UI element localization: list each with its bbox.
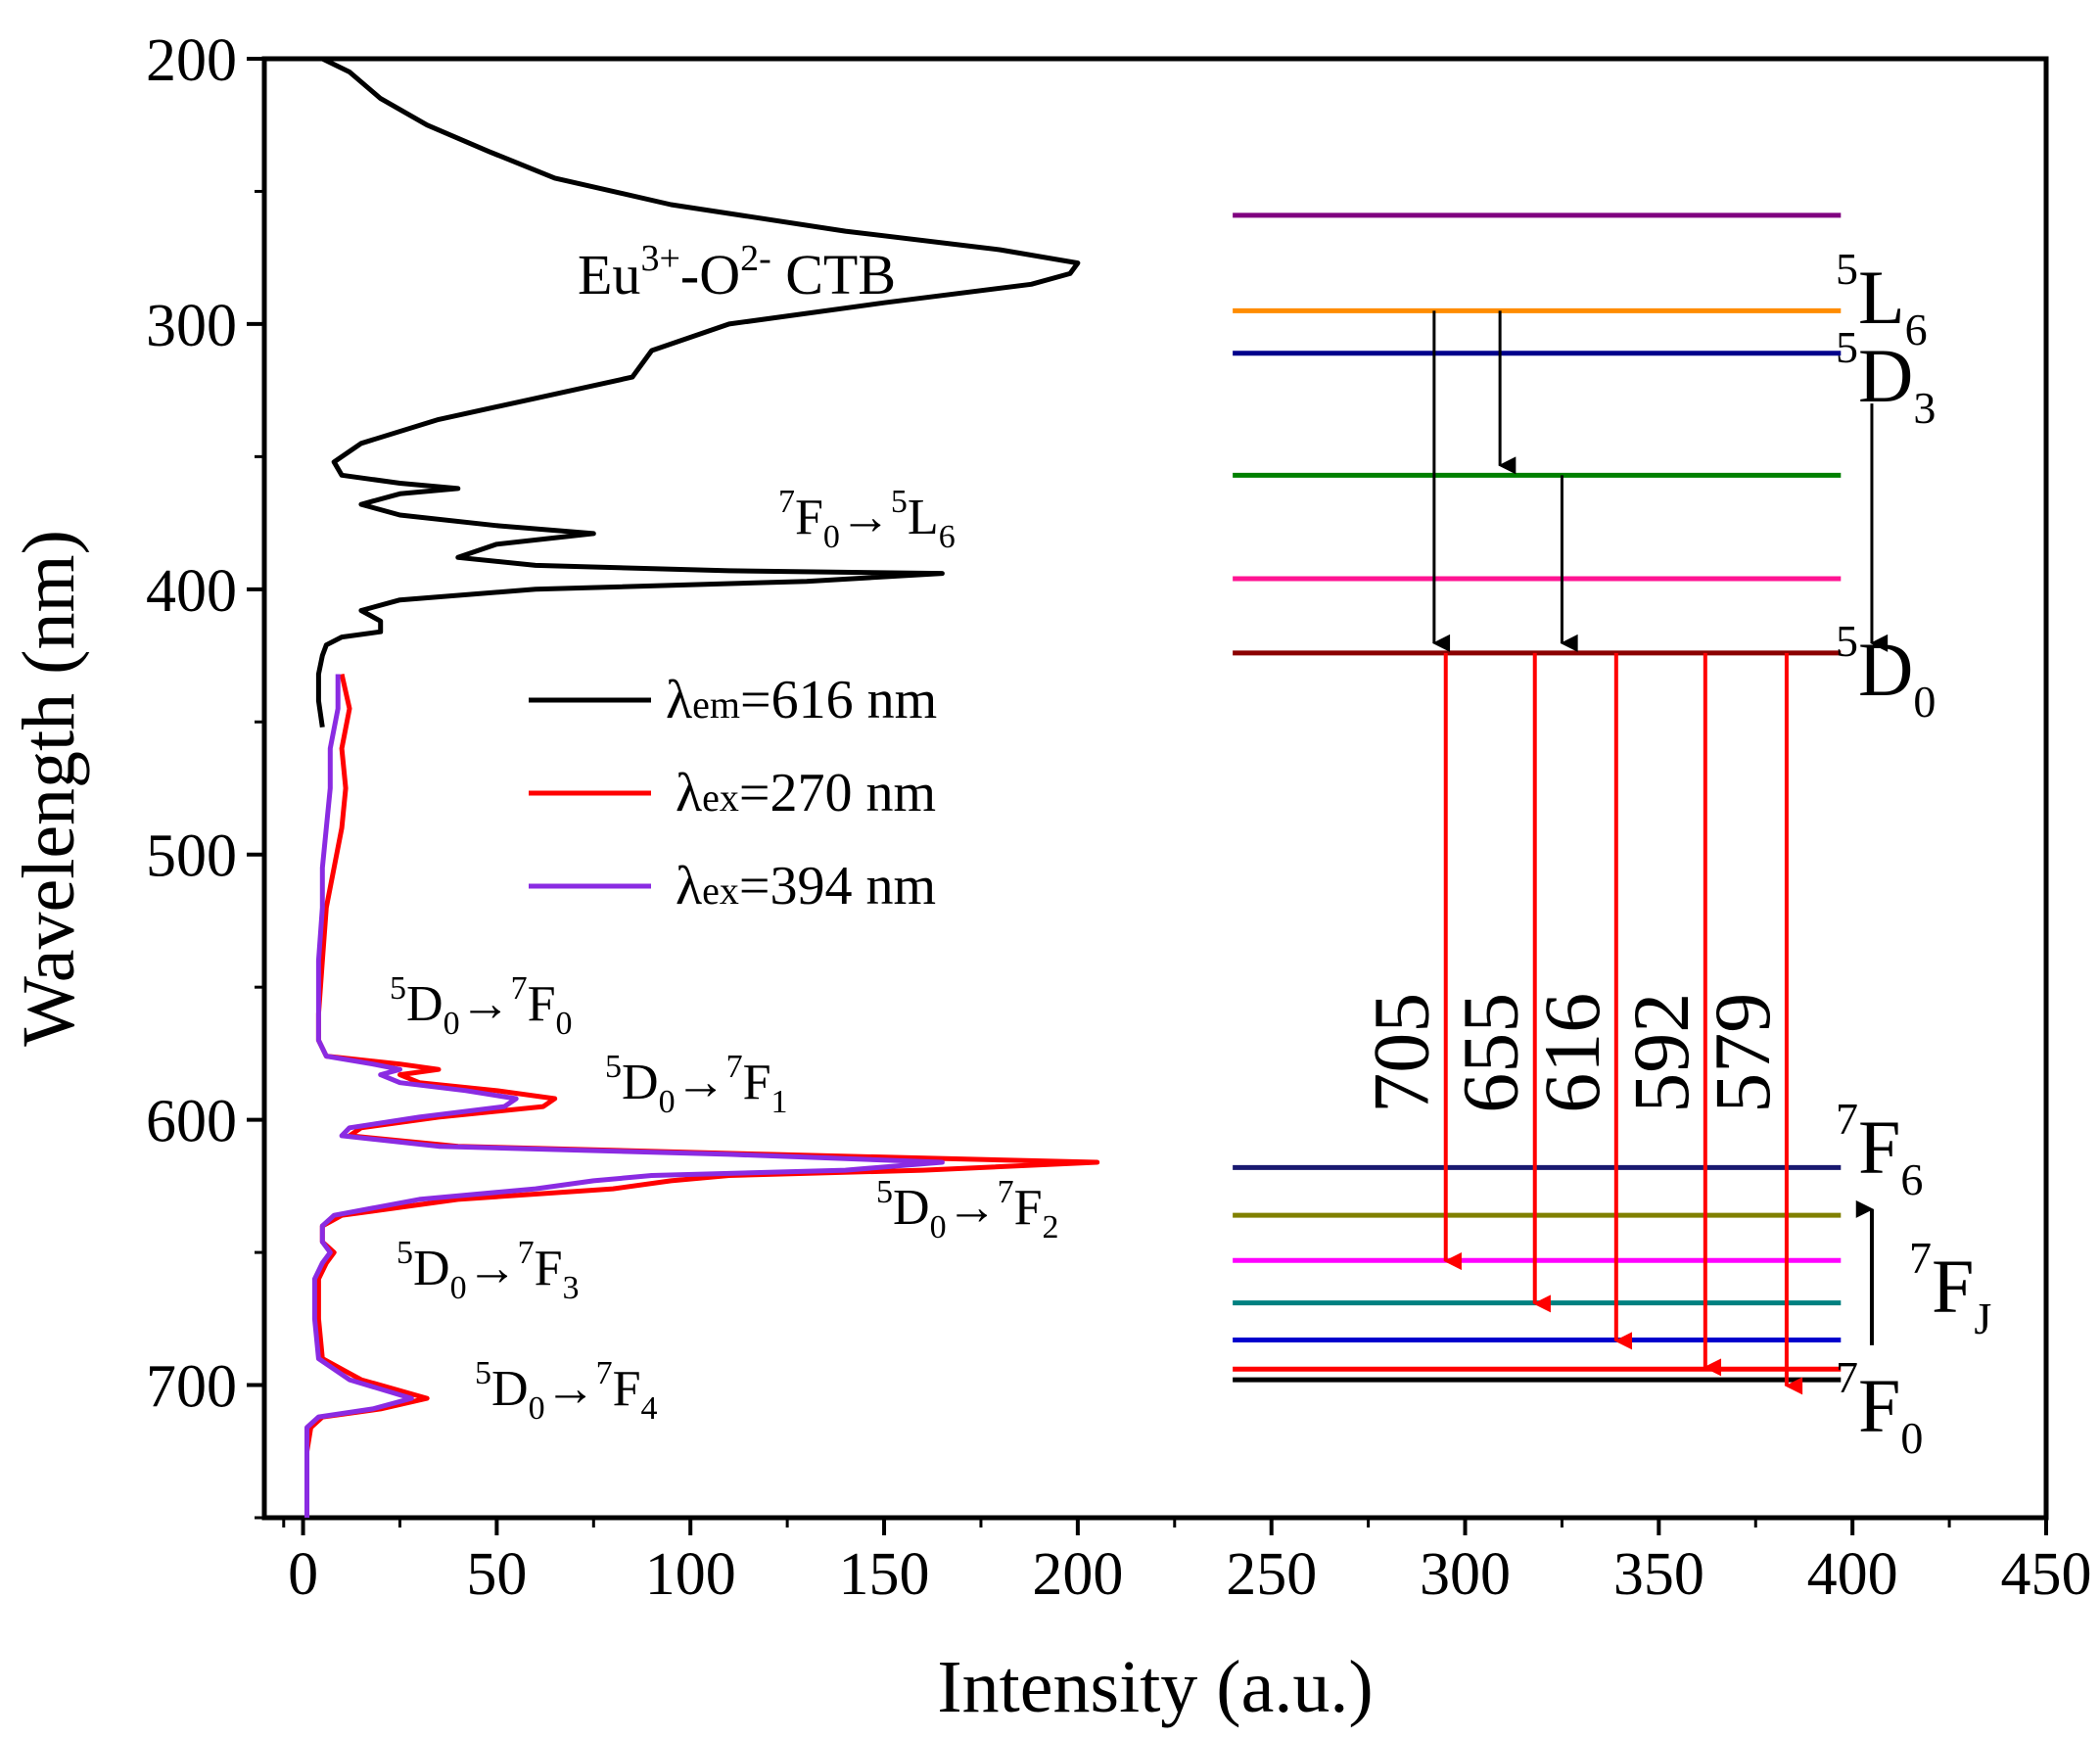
legend: λem=616 nm λex=270 nm λex=394 nm xyxy=(529,670,937,916)
f0-l6-annotation: 7F0→5L6 xyxy=(778,484,956,555)
legend-label-ex394: λex=394 nm xyxy=(676,856,936,916)
emission-label-655: 655 xyxy=(1446,993,1535,1113)
plot-frame xyxy=(261,56,2049,1521)
ctb-annotation: Eu3+-O2- CTB xyxy=(578,238,896,306)
d0-f4-annotation: 5D0→7F4 xyxy=(475,1355,657,1427)
d0-f1-annotation: 5D0→7F1 xyxy=(605,1049,787,1120)
y-axis-title: Wavelength (nm) xyxy=(8,530,90,1047)
legend-label-ex270: λex=270 nm xyxy=(676,763,936,823)
axis-ticks: 0 50 100 150 200 250 300 350 400 450 200 300 400 500 6… xyxy=(146,27,2092,1608)
d0-f0-annotation: 5D0→7F0 xyxy=(390,970,572,1042)
y-tick-label-200: 200 xyxy=(146,27,237,94)
series-line-2 xyxy=(304,674,945,1518)
y-tick-label-500: 500 xyxy=(146,823,237,890)
spectra-series xyxy=(304,56,1100,1518)
x-tick-label-200: 200 xyxy=(1032,1541,1123,1608)
d0-f2-annotation: 5D0→7F2 xyxy=(876,1174,1058,1246)
level-label-5D3: 5D3 xyxy=(1836,322,1936,433)
d0-f3-annotation: 5D0→7F3 xyxy=(397,1235,579,1306)
level-label-7F6: 7F6 xyxy=(1836,1094,1923,1204)
level-label-5L6: 5L6 xyxy=(1836,244,1928,354)
y-tick-label-400: 400 xyxy=(146,558,237,625)
x-tick-label-350: 350 xyxy=(1613,1541,1704,1608)
y-tick-label-700: 700 xyxy=(146,1354,237,1421)
emission-label-592: 592 xyxy=(1616,993,1705,1113)
x-tick-label-300: 300 xyxy=(1420,1541,1511,1608)
x-axis-title: Intensity (a.u.) xyxy=(937,1646,1373,1728)
y-tick-label-600: 600 xyxy=(146,1089,237,1155)
emission-label-579: 579 xyxy=(1698,993,1787,1113)
x-tick-label-150: 150 xyxy=(839,1541,930,1608)
x-tick-label-400: 400 xyxy=(1807,1541,1898,1608)
x-tick-label-50: 50 xyxy=(466,1541,527,1608)
x-tick-label-450: 450 xyxy=(2001,1541,2092,1608)
series-line-0 xyxy=(315,56,1081,728)
x-tick-label-100: 100 xyxy=(645,1541,736,1608)
transition-arrows xyxy=(1432,310,1889,1395)
level-label-7FJ: 7FJ xyxy=(1909,1233,1991,1343)
level-label-5D0: 5D0 xyxy=(1836,616,1936,727)
legend-label-em616: λem=616 nm xyxy=(666,670,937,730)
level-label-7F0: 7F0 xyxy=(1836,1352,1923,1463)
x-tick-label-250: 250 xyxy=(1226,1541,1317,1608)
y-tick-label-300: 300 xyxy=(146,293,237,359)
emission-label-616: 616 xyxy=(1527,993,1616,1113)
x-tick-label-0: 0 xyxy=(288,1541,318,1608)
emission-label-705: 705 xyxy=(1357,993,1446,1113)
